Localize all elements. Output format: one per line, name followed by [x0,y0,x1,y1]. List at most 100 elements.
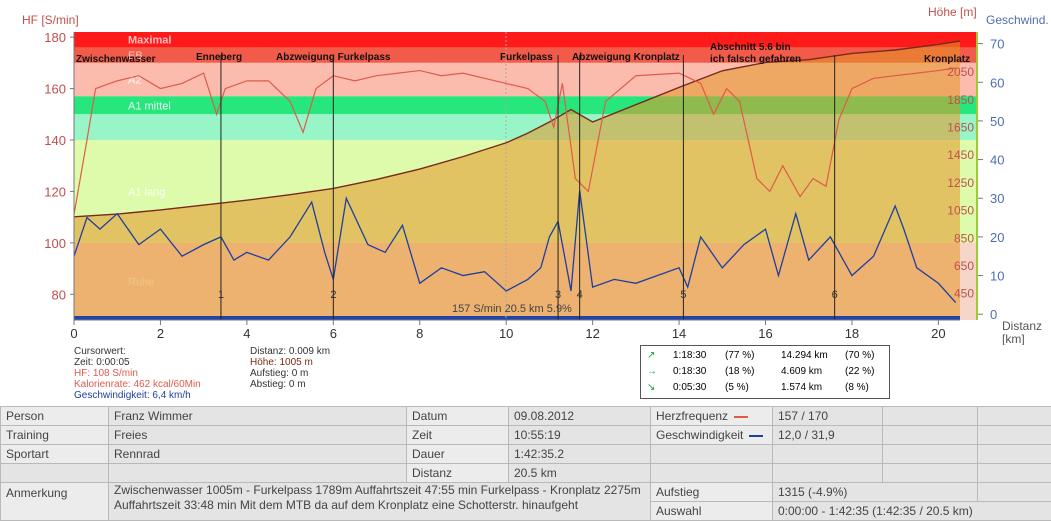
empty-cell [883,445,978,464]
altitude-axis-label: Höhe [m] [928,5,977,19]
training-label: Training [1,426,109,445]
hr-tick-label: 160 [44,82,66,97]
marker-label: Abschnitt 5.6 bin [710,42,791,53]
slope-time: 1:18:30 [673,348,706,363]
slope-time: 0:05:30 [673,380,706,395]
slope-dist: 1.574 km [781,380,822,395]
zone-label: A1 lang [128,186,165,198]
x-tick-label: 8 [416,326,423,341]
distance-unit-label: [km] [1002,332,1025,345]
auswahl-label: Auswahl [651,502,773,521]
slope-row-down: ↘ 0:05:30 (5 %) 1.574 km (8 %) [641,380,889,395]
aufstieg-label: Aufstieg [651,483,773,502]
slope-pct: (18 %) [725,364,754,379]
zeit-label: Zeit [407,426,509,445]
marker-label: Furkelpass [500,52,553,63]
altitude-tick-label: 1850 [947,93,974,107]
person-value[interactable]: Franz Wimmer [109,407,407,426]
altitude-tick-label: 1450 [947,148,974,162]
empty-cell [978,464,1051,483]
empty-cell [883,407,978,426]
arrow-right-icon: → [647,364,657,379]
hr-tick-label: 80 [52,287,66,302]
marker-number: 3 [555,289,561,301]
hr-tick-label: 180 [44,30,66,45]
hf-label: Herzfrequenz [651,407,773,426]
zone-scale-band [960,32,976,47]
distanz-label: Distanz [407,464,509,483]
cursor-time: Zeit: 0:00:05 [74,357,254,368]
slope-dpct: (8 %) [845,380,869,395]
x-tick-label: 20 [931,326,945,341]
empty-cell [773,445,883,464]
hr-tick-label: 140 [44,133,66,148]
altitude-tick-label: 2050 [947,65,974,79]
slope-pct: (5 %) [725,380,749,395]
empty-cell [109,464,407,483]
marker-number: 6 [832,289,838,301]
hr-tick-label: 100 [44,236,66,251]
cursor-descent: Abstieg: 0 m [250,379,430,390]
empty-cell [773,464,883,483]
speed-label-text: Geschwindigkeit [656,428,743,442]
dauer-value[interactable]: 1:42:35.2 [509,445,651,464]
arrow-down-icon: ↘ [647,380,655,395]
hf-value: 157 / 170 [773,407,883,426]
cursor-altitude: Höhe: 1005 m [250,357,430,368]
sportart-label: Sportart [1,445,109,464]
aufstieg-value: 1315 (-4.9%) [773,483,978,502]
cursor-distance: Distanz: 0.009 km [250,346,430,357]
slope-row-up: ↗ 1:18:30 (77 %) 14.294 km (70 %) [641,348,889,363]
empty-cell [978,426,1051,445]
empty-cell [651,445,773,464]
slope-pct: (77 %) [725,348,754,363]
hr-tick-label: 120 [44,184,66,199]
x-tick-label: 0 [70,326,77,341]
arrow-up-icon: ↗ [647,348,655,363]
distanz-value[interactable]: 20.5 km [509,464,651,483]
marker-label: Abzweigung Furkelpass [276,52,391,63]
speed-tick-label: 20 [990,230,1004,245]
anmerkung-value[interactable]: Zwischenwasser 1005m - Furkelpass 1789m … [109,483,651,521]
marker-number: 1 [218,289,224,301]
training-info-table: Person Franz Wimmer Datum 09.08.2012 Her… [0,406,1051,521]
slope-dist: 14.294 km [781,348,828,363]
x-tick-label: 14 [672,326,686,341]
speed-value: 12,0 / 31,9 [773,426,883,445]
marker-label: Enneberg [196,52,242,63]
auswahl-value: 0:00:00 - 1:42:35 (1:42:35 / 20.5 km) [773,502,1051,521]
speed-tick-label: 0 [990,307,997,322]
zeit-value[interactable]: 10:55:19 [509,426,651,445]
cursor-values: Cursorwert: Zeit: 0:00:05 HF: 108 S/min … [74,346,254,401]
speed-legend-line [749,435,763,437]
x-tick-label: 4 [243,326,250,341]
datum-label: Datum [407,407,509,426]
speed-tick-label: 60 [990,75,1004,90]
x-tick-label: 10 [499,326,513,341]
training-value[interactable]: Freies [109,426,407,445]
x-tick-label: 12 [585,326,599,341]
scale-strip [976,32,978,320]
marker-number: 5 [680,289,686,301]
empty-cell [651,464,773,483]
slope-summary-box: ↗ 1:18:30 (77 %) 14.294 km (70 %) → 0:18… [640,345,890,399]
zone-label: A1 mittel [128,100,171,112]
slope-row-flat: → 0:18:30 (18 %) 4.609 km (22 %) [641,364,889,379]
datum-value[interactable]: 09.08.2012 [509,407,651,426]
hr-legend-line [734,416,748,418]
altitude-tick-label: 850 [954,231,974,245]
slope-dpct: (70 %) [845,348,874,363]
x-tick-label: 16 [758,326,772,341]
distance-axis-label: Distanz [1002,319,1042,333]
slope-dpct: (22 %) [845,364,874,379]
person-label: Person [1,407,109,426]
speed-axis-label: Geschwind. [986,13,1049,27]
zone-scale-band [960,243,976,320]
marker-label: Abzweigung Kronplatz [572,52,680,63]
sportart-value[interactable]: Rennrad [109,445,407,464]
speed-baseline [74,316,960,320]
hr-axis-label: HF [S/min] [22,13,79,27]
speed-tick-label: 70 [990,37,1004,52]
